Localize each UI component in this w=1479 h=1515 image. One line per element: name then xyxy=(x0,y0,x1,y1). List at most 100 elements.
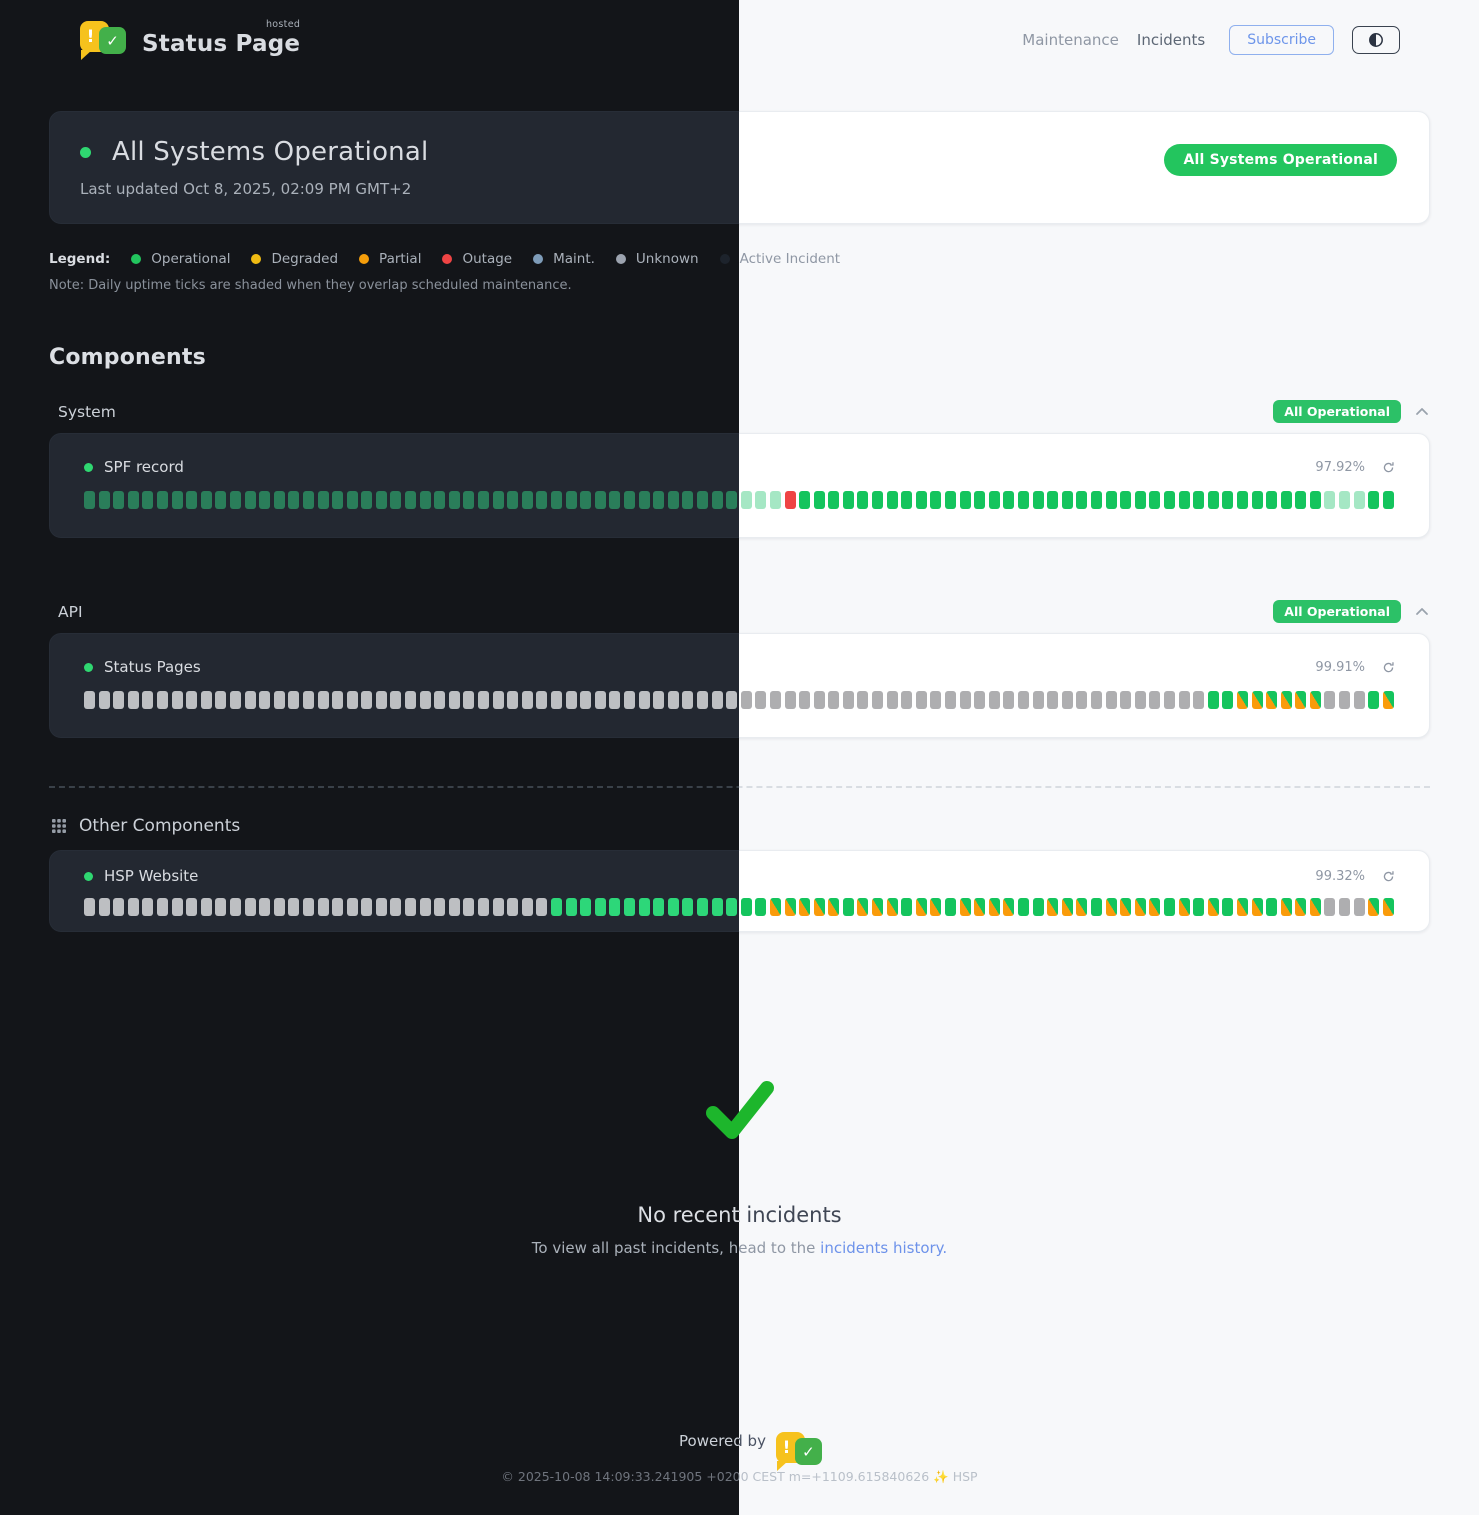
uptime-tick[interactable] xyxy=(244,491,256,509)
uptime-tick[interactable] xyxy=(945,898,957,916)
uptime-tick[interactable] xyxy=(1047,691,1059,709)
chevron-up-icon[interactable] xyxy=(1414,404,1430,420)
uptime-tick[interactable] xyxy=(215,898,227,916)
uptime-tick[interactable] xyxy=(1105,491,1117,509)
uptime-tick[interactable] xyxy=(1193,491,1205,509)
uptime-tick[interactable] xyxy=(974,691,986,709)
uptime-tick[interactable] xyxy=(448,491,460,509)
uptime-tick[interactable] xyxy=(1105,691,1117,709)
uptime-tick[interactable] xyxy=(1339,898,1351,916)
uptime-tick[interactable] xyxy=(463,691,475,709)
powered-by-logo-icon[interactable]: ! ✓ xyxy=(775,1429,822,1471)
incidents-history-link[interactable]: incidents history. xyxy=(820,1239,948,1257)
uptime-tick[interactable] xyxy=(84,691,95,709)
uptime-tick[interactable] xyxy=(828,898,840,916)
uptime-tick[interactable] xyxy=(682,491,694,509)
uptime-tick[interactable] xyxy=(302,691,314,709)
uptime-tick[interactable] xyxy=(872,691,884,709)
uptime-tick[interactable] xyxy=(915,491,927,509)
uptime-tick[interactable] xyxy=(711,898,723,916)
uptime-tick[interactable] xyxy=(623,691,635,709)
uptime-tick[interactable] xyxy=(1222,691,1234,709)
uptime-tick[interactable] xyxy=(288,898,300,916)
uptime-tick[interactable] xyxy=(901,898,913,916)
uptime-tick[interactable] xyxy=(813,491,825,509)
uptime-tick[interactable] xyxy=(1193,691,1205,709)
uptime-tick[interactable] xyxy=(886,691,898,709)
uptime-tick[interactable] xyxy=(974,491,986,509)
uptime-tick[interactable] xyxy=(229,691,241,709)
uptime-tick[interactable] xyxy=(200,491,212,509)
uptime-tick[interactable] xyxy=(988,491,1000,509)
uptime-tick[interactable] xyxy=(419,491,431,509)
uptime-tick[interactable] xyxy=(332,491,344,509)
uptime-tick[interactable] xyxy=(536,898,548,916)
uptime-tick[interactable] xyxy=(142,691,154,709)
uptime-tick[interactable] xyxy=(492,898,504,916)
uptime-tick[interactable] xyxy=(390,898,402,916)
uptime-tick[interactable] xyxy=(1090,691,1102,709)
uptime-tick[interactable] xyxy=(1120,491,1132,509)
uptime-tick[interactable] xyxy=(755,898,767,916)
uptime-tick[interactable] xyxy=(1032,691,1044,709)
uptime-tick[interactable] xyxy=(375,491,387,509)
uptime-tick[interactable] xyxy=(1061,691,1073,709)
uptime-tick[interactable] xyxy=(390,691,402,709)
uptime-tick[interactable] xyxy=(565,898,577,916)
uptime-tick[interactable] xyxy=(799,898,811,916)
uptime-tick[interactable] xyxy=(930,491,942,509)
uptime-tick[interactable] xyxy=(1309,691,1321,709)
uptime-tick[interactable] xyxy=(98,491,110,509)
uptime-tick[interactable] xyxy=(434,691,446,709)
uptime-tick[interactable] xyxy=(784,691,796,709)
uptime-tick[interactable] xyxy=(113,898,125,916)
uptime-tick[interactable] xyxy=(521,691,533,709)
uptime-tick[interactable] xyxy=(156,491,168,509)
uptime-tick[interactable] xyxy=(580,898,592,916)
uptime-tick[interactable] xyxy=(492,691,504,709)
uptime-tick[interactable] xyxy=(448,898,460,916)
uptime-tick[interactable] xyxy=(1266,691,1278,709)
uptime-tick[interactable] xyxy=(1295,691,1307,709)
uptime-tick[interactable] xyxy=(1353,691,1365,709)
uptime-tick[interactable] xyxy=(521,491,533,509)
uptime-tick[interactable] xyxy=(375,898,387,916)
uptime-tick[interactable] xyxy=(842,691,854,709)
uptime-tick[interactable] xyxy=(1295,491,1307,509)
uptime-tick[interactable] xyxy=(478,491,490,509)
uptime-tick[interactable] xyxy=(667,691,679,709)
uptime-tick[interactable] xyxy=(1339,491,1351,509)
theme-toggle-button[interactable] xyxy=(1352,26,1400,54)
uptime-tick[interactable] xyxy=(346,691,358,709)
uptime-tick[interactable] xyxy=(711,691,723,709)
uptime-tick[interactable] xyxy=(507,491,519,509)
uptime-tick[interactable] xyxy=(1236,898,1248,916)
uptime-tick[interactable] xyxy=(828,691,840,709)
uptime-tick[interactable] xyxy=(156,898,168,916)
uptime-tick[interactable] xyxy=(463,898,475,916)
uptime-tick[interactable] xyxy=(419,691,431,709)
uptime-tick[interactable] xyxy=(98,898,110,916)
uptime-tick[interactable] xyxy=(346,898,358,916)
uptime-tick[interactable] xyxy=(259,491,271,509)
uptime-tick[interactable] xyxy=(653,491,665,509)
uptime-tick[interactable] xyxy=(799,491,811,509)
uptime-tick[interactable] xyxy=(623,898,635,916)
chevron-up-icon[interactable] xyxy=(1414,604,1430,620)
uptime-tick[interactable] xyxy=(609,898,621,916)
uptime-tick[interactable] xyxy=(419,898,431,916)
uptime-tick[interactable] xyxy=(915,691,927,709)
uptime-tick[interactable] xyxy=(142,898,154,916)
uptime-tick[interactable] xyxy=(857,491,869,509)
uptime-tick[interactable] xyxy=(1207,691,1219,709)
uptime-tick[interactable] xyxy=(98,691,110,709)
uptime-tick[interactable] xyxy=(1251,898,1263,916)
uptime-tick[interactable] xyxy=(1149,898,1161,916)
uptime-tick[interactable] xyxy=(769,491,781,509)
uptime-tick[interactable] xyxy=(1120,691,1132,709)
uptime-tick[interactable] xyxy=(1280,898,1292,916)
uptime-tick[interactable] xyxy=(740,898,752,916)
uptime-tick[interactable] xyxy=(872,491,884,509)
uptime-tick[interactable] xyxy=(1134,691,1146,709)
uptime-tick[interactable] xyxy=(492,491,504,509)
